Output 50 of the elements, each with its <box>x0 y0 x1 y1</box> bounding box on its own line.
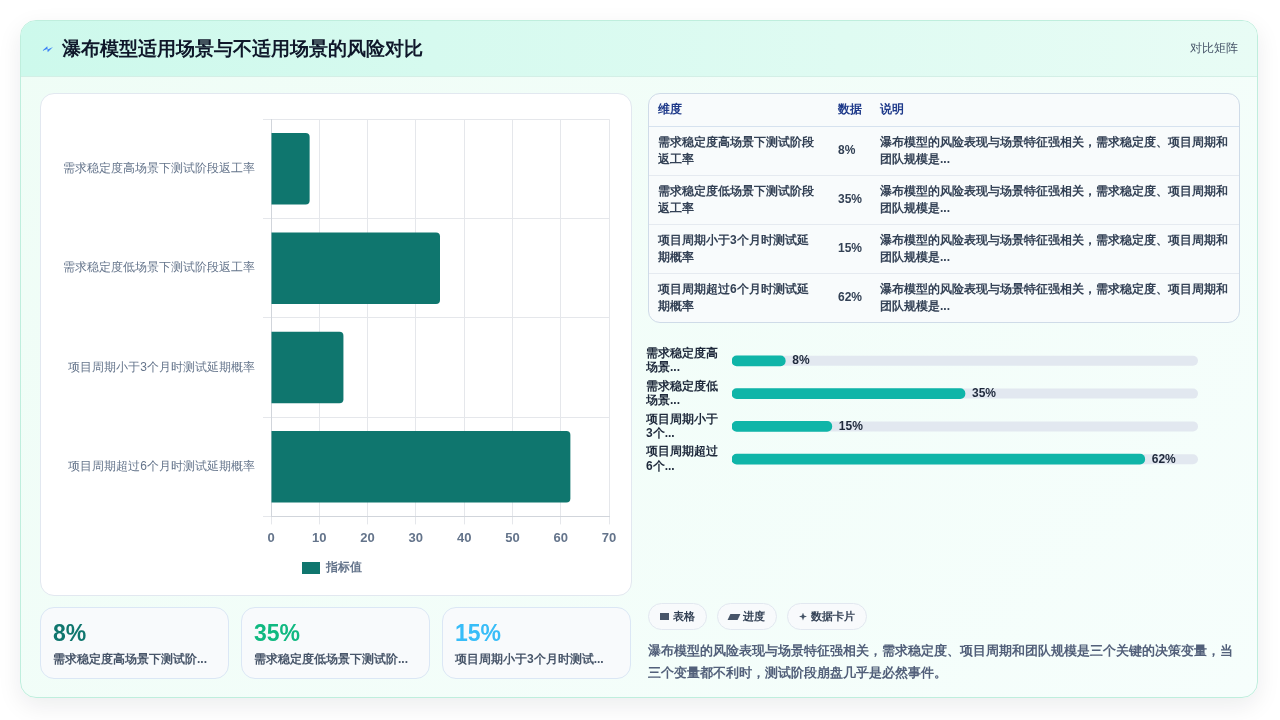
y-tick-label: 项目周期小于3个... <box>645 411 718 440</box>
x-tick-label: 50 <box>505 529 520 545</box>
category-label: 说明 <box>871 94 1239 126</box>
x-tick-label: 0 <box>267 529 275 545</box>
category-label: 需求稳定度高场景下测试阶... <box>53 651 208 668</box>
text: 瀑布模型的风险表现与场景特征强相关，需求稳定度、项目周期和团队规模是... <box>879 280 1229 315</box>
bar <box>732 355 786 367</box>
data-label: 15% <box>838 418 864 433</box>
category-label: 进度 <box>743 609 765 624</box>
bar <box>271 232 440 304</box>
y-tick-label: 需求稳定度低场景下测试阶段返工率 <box>63 260 255 275</box>
category-label: 数据卡片 <box>811 609 855 624</box>
y-tick-label: 项目周期小于3个月时测试延期概率 <box>68 359 255 374</box>
y-tick-label: 项目周期超过6个月时测试延期概率 <box>68 459 255 474</box>
legend-label: 指标值 <box>325 560 362 575</box>
text: 35% <box>837 191 864 208</box>
text: 15% <box>837 240 864 257</box>
x-tick-label: 10 <box>312 529 327 545</box>
category-label: 需求稳定度低场景下测试阶... <box>254 651 409 668</box>
text: 对比矩阵 <box>1190 40 1238 56</box>
x-tick-label: 30 <box>408 529 424 545</box>
bar <box>732 421 833 432</box>
text: 瀑布模型的风险表现与场景特征强相关，需求稳定度、项目周期和团队规模是... <box>879 231 1229 266</box>
text: 瀑布模型的风险表现与场景特征强相关，需求稳定度、项目周期和团队规模是... <box>879 133 1229 168</box>
text: 瀑布模型适用场景与不适用场景的风险对比 <box>62 37 423 61</box>
y-tick-label: 项目周期超过6个... <box>645 444 719 473</box>
data-label: 35% <box>972 385 997 400</box>
data-label: 8% <box>792 353 810 368</box>
text: 瀑布模型的风险表现与场景特征强相关，需求稳定度、项目周期和团队规模是三个关键的决策变量，当三个变量都不利时，测试阶段崩盘几乎是必然事件。 <box>648 642 1234 682</box>
category-label: 维度 <box>649 94 829 126</box>
text: 15% <box>455 620 502 646</box>
x-tick-label: 20 <box>360 529 375 545</box>
category-label: 表格 <box>673 609 695 624</box>
x-tick-label: 40 <box>456 529 472 545</box>
text: 瀑布模型的风险表现与场景特征强相关，需求稳定度、项目周期和团队规模是... <box>879 182 1229 217</box>
category-label: 项目周期小于3个月时测试... <box>455 651 605 668</box>
bar <box>271 431 571 503</box>
y-tick-label: 需求稳定度高场景下测试阶段返工率 <box>63 161 255 176</box>
text: 62% <box>837 289 864 307</box>
bar <box>271 331 344 404</box>
category-label: 数据 <box>829 94 871 126</box>
text: 35% <box>254 620 301 646</box>
y-tick-label: 需求稳定度低场景... <box>645 378 718 408</box>
text: 8% <box>53 620 87 646</box>
x-tick-label: 70 <box>601 529 617 545</box>
x-tick-label: 60 <box>553 529 568 545</box>
bar <box>271 133 310 205</box>
y-tick-label: 需求稳定度高场景... <box>645 345 718 375</box>
data-label: 62% <box>1151 451 1177 466</box>
text: 8% <box>837 142 857 159</box>
